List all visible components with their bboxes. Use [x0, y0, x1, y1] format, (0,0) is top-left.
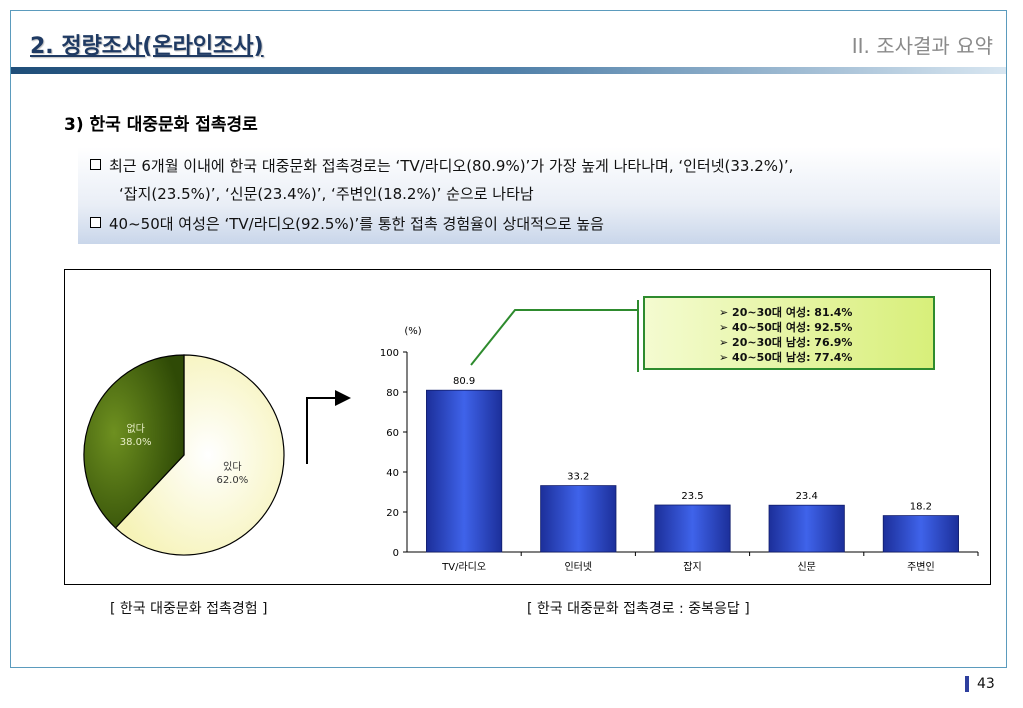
pie-slice — [83, 354, 185, 529]
note-line: ➢ 20~30대 남성: 76.9% — [719, 336, 853, 349]
y-tick-label: 80 — [386, 388, 399, 399]
pie-caption: [ 한국 대중문화 접촉경험 ] — [110, 601, 268, 617]
summary-box: 최근 6개월 이내에 한국 대중문화 접촉경로는 ‘TV/라디오(80.9%)’… — [78, 147, 1000, 244]
pie-slice-value: 62.0% — [216, 475, 248, 486]
summary-text: 최근 6개월 이내에 한국 대중문화 접촉경로는 ‘TV/라디오(80.9%)’… — [109, 157, 794, 175]
page-title: 2. 정량조사(온라인조사) — [30, 34, 264, 59]
x-tick-label: 잡지 — [683, 561, 701, 573]
checkbox-bullet-icon — [90, 217, 101, 228]
pie-slice-label: 없다 — [126, 422, 144, 435]
bar — [426, 389, 503, 553]
summary-text: ‘잡지(23.5%)’, ‘신문(23.4%)’, ‘주변인(18.2%)’ 순… — [119, 185, 534, 203]
pie-slice-value: 38.0% — [120, 437, 152, 448]
bar-value-label: 18.2 — [910, 502, 932, 513]
header-divider — [11, 67, 1006, 74]
note-line: ➢ 40~50대 남성: 77.4% — [719, 351, 853, 364]
y-axis-unit-label: (%) — [404, 326, 421, 337]
note-line: ➢ 40~50대 여성: 92.5% — [719, 321, 853, 334]
bar-value-label: 80.9 — [453, 376, 475, 387]
x-tick-label: 신문 — [797, 561, 815, 573]
x-tick-label: TV/라디오 — [441, 561, 486, 573]
summary-item-continuation: ‘잡지(23.5%)’, ‘신문(23.4%)’, ‘주변인(18.2%)’ 순… — [119, 183, 534, 204]
y-tick-label: 40 — [386, 468, 399, 479]
page-marker — [965, 676, 969, 692]
note-line: ➢ 20~30대 여성: 81.4% — [719, 306, 853, 319]
pie-chart: 있다 62.0% 없다 38.0% — [83, 354, 285, 556]
section-title: II. 조사결과 요약 — [851, 34, 993, 58]
subheading: 3) 한국 대중문화 접촉경로 — [64, 115, 258, 135]
bar — [882, 515, 959, 553]
bar-value-label: 23.5 — [681, 491, 703, 502]
bar — [768, 504, 845, 553]
callout-line — [470, 309, 638, 366]
bar-chart: (%) 0 20 40 60 80 100 80.9 TV/라디오 33.2 인터넷 23.5 잡지 23… — [380, 326, 979, 573]
checkbox-bullet-icon — [90, 159, 101, 170]
pie-slice — [114, 354, 285, 556]
y-tick-label: 0 — [393, 548, 399, 559]
bar-caption: [ 한국 대중문화 접촉경로 : 중복응답 ] — [527, 601, 750, 617]
bar — [540, 485, 617, 553]
bar-value-label: 33.2 — [567, 472, 589, 483]
connector-arrow-icon — [306, 390, 351, 464]
pie-slice-label: 있다 — [223, 461, 241, 473]
y-tick-label: 20 — [386, 508, 399, 519]
y-tick-label: 60 — [386, 428, 399, 439]
bar — [654, 504, 731, 553]
x-tick-label: 주변인 — [907, 561, 935, 573]
summary-item: 40~50대 여성은 ‘TV/라디오(92.5%)’를 통한 접촉 경험율이 상… — [90, 213, 604, 234]
x-tick-label: 인터넷 — [564, 561, 592, 573]
bar-value-label: 23.4 — [796, 491, 818, 502]
chart-frame: 있다 62.0% 없다 38.0% (%) 0 20 40 60 80 100 80.9 TV/라디오… — [64, 269, 991, 585]
charts-svg: 있다 62.0% 없다 38.0% (%) 0 20 40 60 80 100 80.9 TV/라디오… — [83, 300, 979, 573]
summary-text: 40~50대 여성은 ‘TV/라디오(92.5%)’를 통한 접촉 경험율이 상… — [109, 215, 604, 233]
slide-frame — [10, 10, 1007, 668]
callout-note: ➢ 20~30대 여성: 81.4% ➢ 40~50대 여성: 92.5% ➢ … — [643, 296, 935, 370]
y-tick-label: 100 — [380, 348, 399, 359]
page-number: 43 — [977, 676, 995, 692]
summary-item: 최근 6개월 이내에 한국 대중문화 접촉경로는 ‘TV/라디오(80.9%)’… — [90, 155, 793, 176]
